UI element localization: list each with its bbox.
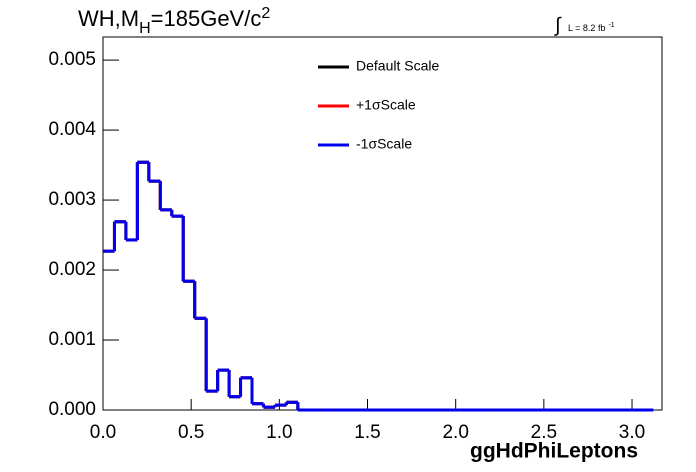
integral-sign: ∫ [554,14,562,36]
y-tick-label: 0.002 [48,259,96,280]
x-tick-label: 1.0 [266,422,292,443]
luminosity: L = 8.2 fb -1 [568,22,615,34]
x-tick-label: 3.0 [619,422,645,443]
x-axis-label: ggHdPhiLeptons [470,440,638,463]
y-tick-label: 0.005 [48,49,96,70]
legend-label: +1σScale [356,97,416,113]
y-tick-label: 0.004 [48,119,96,140]
legend-label: -1σScale [356,136,412,152]
x-tick-label: 2.5 [531,422,557,443]
y-tick-label: 0.000 [48,399,96,420]
chart-title: WH,MH=185GeV/c2 [78,5,270,37]
x-tick-label: 0.0 [90,422,116,443]
plot-frame [102,36,663,411]
x-tick-label: 2.0 [442,422,468,443]
y-tick-label: 0.001 [48,329,96,350]
y-tick-label: 0.003 [48,189,96,210]
x-tick-label: 1.5 [354,422,380,443]
legend-label: Default Scale [356,58,439,74]
x-tick-label: 0.5 [178,422,204,443]
